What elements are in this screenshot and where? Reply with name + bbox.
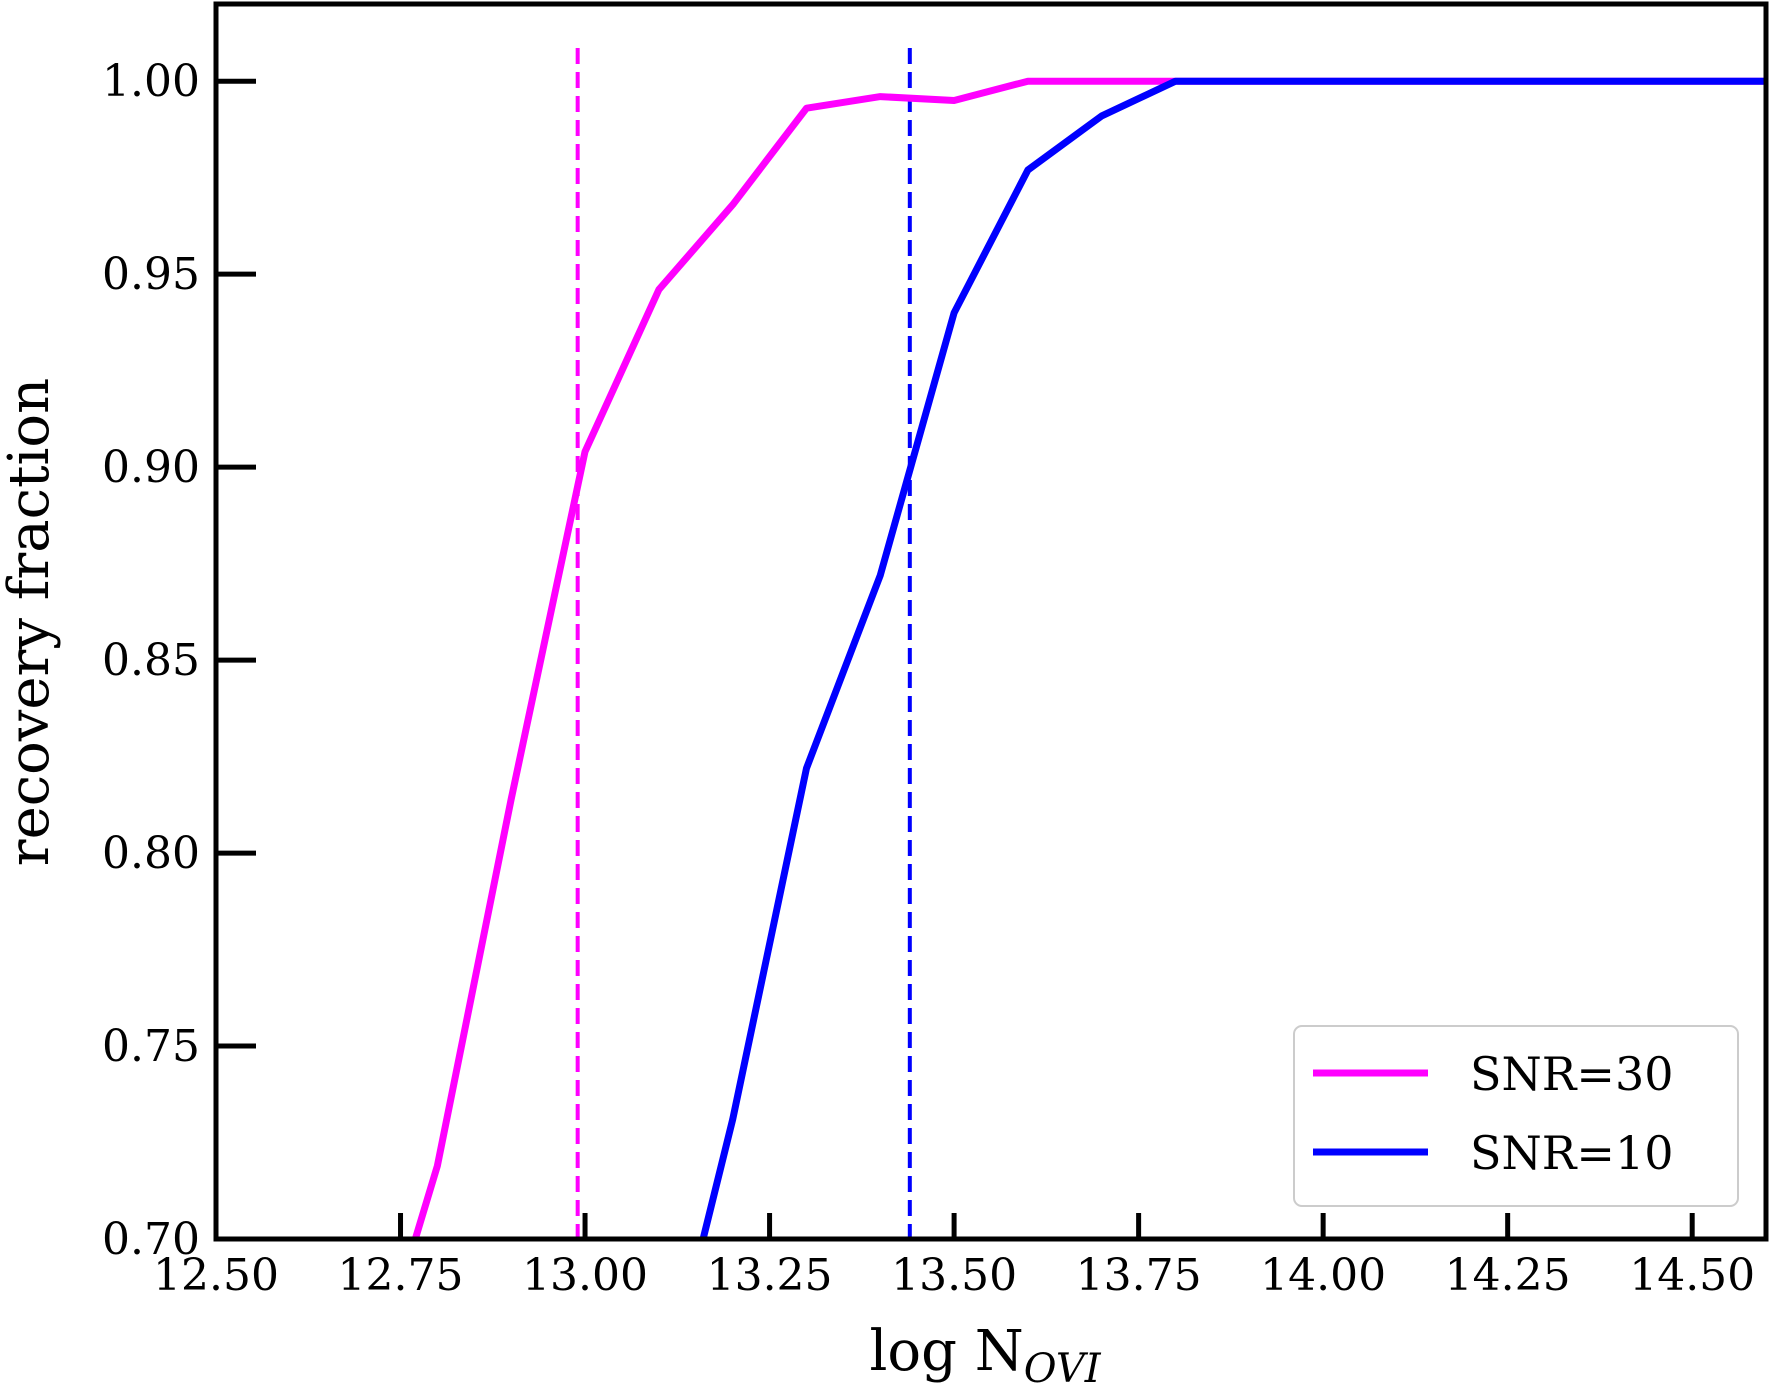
x-tick-label: 14.25 xyxy=(1445,1250,1571,1301)
x-tick-label: 13.75 xyxy=(1076,1250,1202,1301)
x-tick-label: 14.50 xyxy=(1629,1250,1755,1301)
y-tick-label: 0.80 xyxy=(102,828,200,879)
y-tick-label: 0.75 xyxy=(102,1021,200,1072)
plot-frame xyxy=(213,1,1769,1242)
x-tick-label: 12.75 xyxy=(338,1250,464,1301)
y-tick-label: 0.90 xyxy=(102,442,200,493)
x-tick-label: 13.50 xyxy=(891,1250,1017,1301)
x-axis-title-main: log N xyxy=(869,1319,1023,1384)
legend-label-snr10: SNR=10 xyxy=(1470,1126,1673,1180)
y-tick-label: 0.70 xyxy=(102,1214,200,1265)
y-axis-ticks: 0.70 0.75 0.80 0.85 0.90 0.95 1.00 xyxy=(102,56,256,1265)
y-tick-label: 0.85 xyxy=(102,635,200,686)
y-axis-title: recovery fraction xyxy=(0,378,62,866)
x-axis-title: log NOVI xyxy=(869,1319,1101,1392)
x-tick-label: 14.00 xyxy=(1260,1250,1386,1301)
x-axis-ticks: 12.50 12.75 13.00 13.25 13.50 13.75 14.00 14.25… xyxy=(153,1213,1755,1301)
legend: SNR=30 SNR=10 xyxy=(1293,1025,1739,1207)
y-tick-label: 0.95 xyxy=(102,249,200,300)
legend-label-snr30: SNR=30 xyxy=(1470,1047,1673,1101)
x-tick-label: 13.25 xyxy=(707,1250,833,1301)
x-axis-title-subscript: OVI xyxy=(1024,1346,1102,1392)
plot-content xyxy=(411,48,1766,1239)
series-line-snr-30 xyxy=(411,77,1766,1239)
series-line-snr-10 xyxy=(699,77,1766,1239)
x-tick-label: 12.50 xyxy=(153,1250,279,1301)
y-tick-label: 1.00 xyxy=(102,56,200,107)
x-tick-label: 13.00 xyxy=(522,1250,648,1301)
